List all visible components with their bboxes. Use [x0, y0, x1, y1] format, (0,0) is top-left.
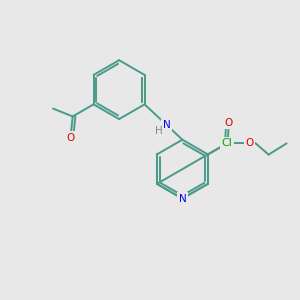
Text: Cl: Cl — [222, 138, 232, 148]
Text: O: O — [225, 118, 233, 128]
Text: N: N — [178, 194, 186, 204]
Text: H: H — [154, 126, 162, 136]
Text: O: O — [246, 138, 254, 148]
Text: O: O — [66, 133, 75, 142]
Text: N: N — [163, 120, 170, 130]
